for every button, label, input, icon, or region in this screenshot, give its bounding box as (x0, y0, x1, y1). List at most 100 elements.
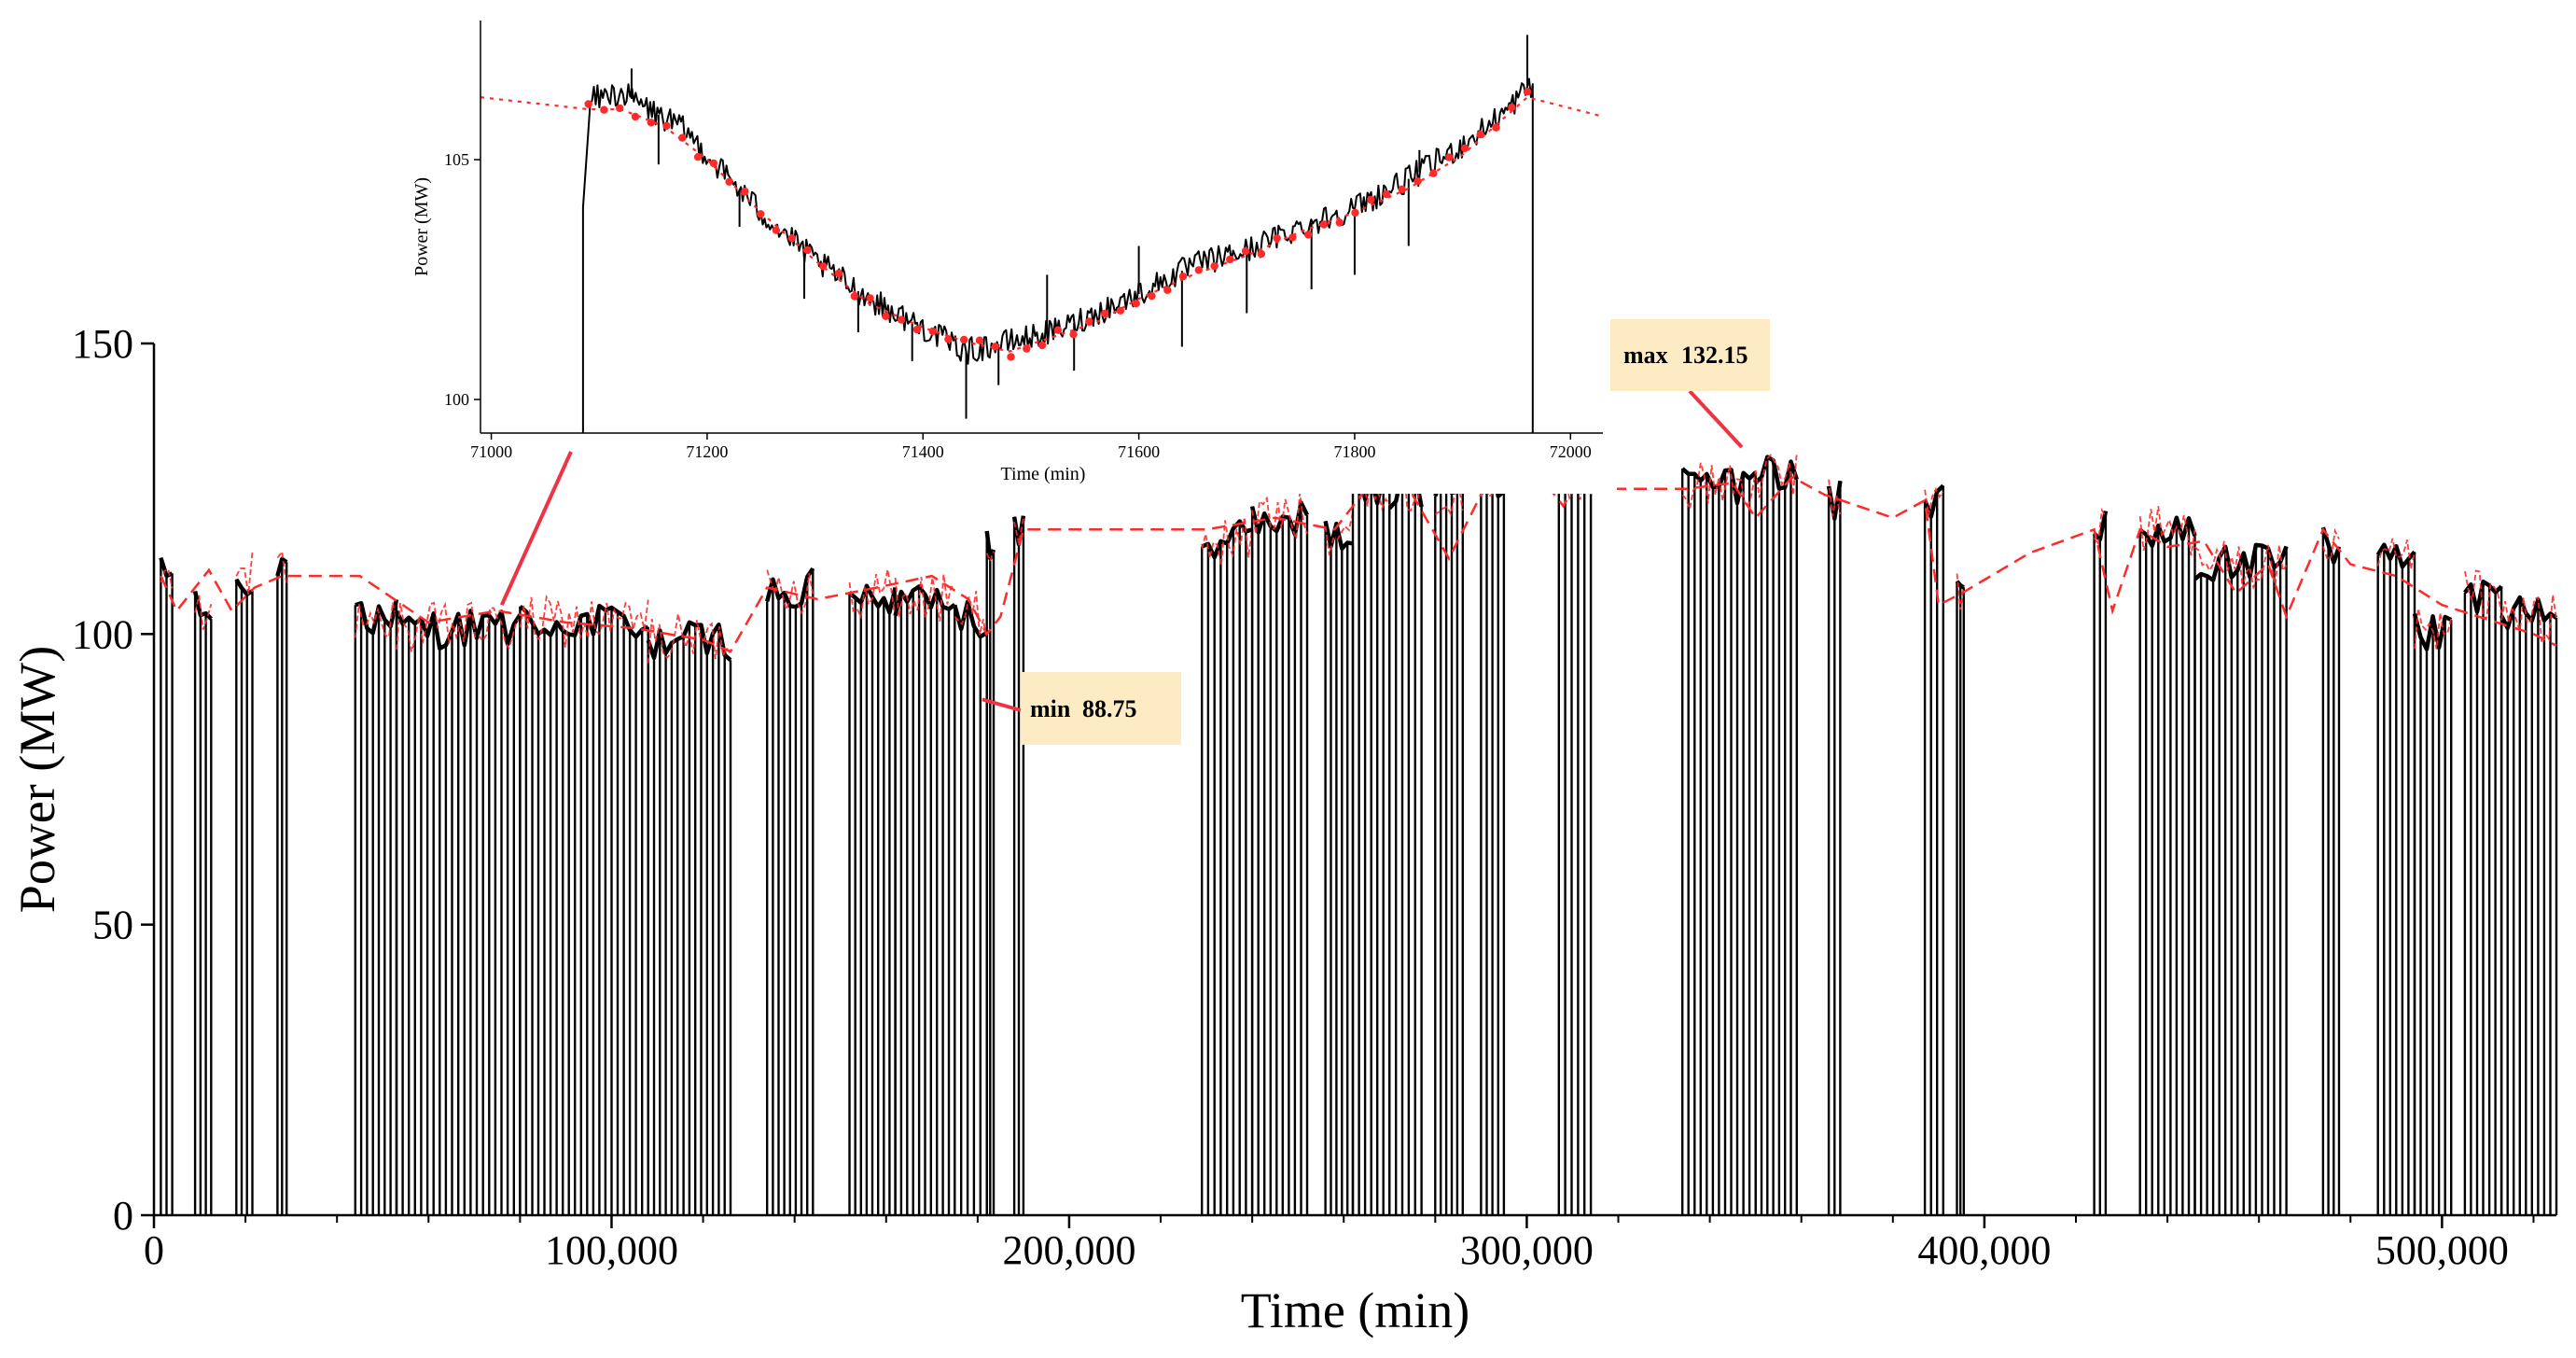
power-block-14-noise (1201, 517, 1253, 567)
power-block-0-top (159, 557, 174, 579)
inset-axes: 100 105 71000 71200 71400 71600 71800 72000 Time… (411, 21, 1603, 484)
power-block-31-top (2375, 542, 2416, 569)
inset-trend-marker (1335, 218, 1344, 227)
power-block-14-top (1201, 519, 1253, 560)
power-block-2-drops (235, 579, 254, 1215)
power-block-22-noise (1681, 462, 1757, 512)
power-block-5-noise (396, 601, 521, 652)
power-block-31-noise (2376, 538, 2416, 569)
inset-x-tick-label: 71000 (470, 442, 512, 461)
inset-trend-marker (944, 335, 953, 343)
power-block-17-drops (1351, 465, 1391, 1215)
power-block-29-drops (2193, 544, 2288, 1215)
inset-trend-marker (1351, 208, 1359, 217)
power-block-2-top (234, 578, 254, 597)
power-block-10-noise (894, 574, 955, 622)
power-block-0-drops (160, 557, 174, 1215)
inset-trend-marker (1023, 344, 1031, 353)
inset-trend-marker (1319, 220, 1329, 229)
inset-trend-marker (1413, 177, 1422, 186)
power-block-32-drops (2413, 613, 2453, 1215)
min-callout-value: 88.75 (1082, 695, 1137, 722)
inset-trend-marker (725, 177, 733, 186)
inset-x-tick-label: 72000 (1550, 442, 1592, 461)
power-block-28-noise (2138, 506, 2196, 556)
power-block-16-noise (1324, 512, 1354, 556)
inset-trend-marker (928, 327, 937, 336)
inset-x-axis-title: Time (min) (1001, 464, 1086, 484)
inset-trend-marker (741, 187, 749, 196)
inset-trend-marker (1382, 190, 1391, 199)
inset-trend-marker (584, 100, 592, 108)
inset-x-tick-label: 71400 (902, 442, 944, 461)
power-block-33-top (2463, 579, 2503, 614)
power-block-31-drops (2376, 544, 2416, 1215)
power-block-25-top (1922, 483, 1945, 519)
y-tick-label: 100 (72, 611, 133, 657)
inset-y-axis-title: Power (MW) (411, 177, 432, 276)
inset-trend-marker (1398, 185, 1407, 193)
y-axis-title: Power (MW) (9, 646, 65, 913)
power-block-23-drops (1754, 456, 1798, 1215)
power-block-1-drops (193, 591, 213, 1215)
power-block-10-top (893, 584, 956, 617)
power-block-14-drops (1201, 521, 1254, 1215)
power-block-25-drops (1923, 485, 1944, 1215)
power-block-22-top (1680, 467, 1758, 506)
inset-trend-marker (1101, 309, 1109, 318)
inset-trend-marker (912, 325, 922, 334)
inset-trend-marker (662, 121, 671, 130)
power-block-16-drops (1324, 521, 1355, 1215)
inset-trend-marker (1241, 246, 1250, 256)
power-block-27-drops (2093, 511, 2108, 1215)
inset-data-layer (480, 35, 1604, 433)
power-block-29-noise (2193, 540, 2288, 591)
inset-trend-marker (975, 336, 984, 344)
inset-trend-marker (1288, 233, 1297, 242)
power-block-32-top (2412, 613, 2453, 651)
inset-trend-marker (1367, 195, 1375, 204)
power-block-33-drops (2463, 581, 2503, 1215)
power-block-34-top (2499, 595, 2558, 631)
power-block-21-drops (1557, 459, 1593, 1215)
power-block-10-drops (894, 586, 956, 1215)
inset-x-tick-label: 71800 (1333, 442, 1375, 461)
power-block-4-drops (354, 599, 398, 1215)
power-block-20-drops (1480, 458, 1506, 1215)
inset-trend-marker (1194, 266, 1204, 274)
inset-trend-marker (1508, 103, 1516, 112)
power-block-0-noise (160, 567, 174, 589)
power-block-34-drops (2499, 597, 2558, 1215)
callout-layer: max 132.15 min 88.75 (499, 319, 1770, 745)
power-block-30-noise (2322, 527, 2340, 559)
inset-trend-marker (757, 210, 765, 218)
power-block-11-drops (954, 601, 988, 1215)
inset-trend-marker (850, 292, 858, 301)
power-block-9-noise (848, 569, 897, 620)
power-block-27-noise (2093, 508, 2107, 548)
inset-trend-marker (1069, 330, 1078, 339)
power-block-3-drops (276, 558, 288, 1215)
power-block-34-noise (2500, 595, 2557, 643)
inset-trend-marker (803, 245, 812, 255)
power-block-12-drops (985, 531, 996, 1215)
power-block-28-drops (2138, 517, 2196, 1215)
inset-trend-marker (991, 343, 1000, 351)
power-block-5-drops (395, 610, 522, 1215)
inset-trend-marker (1116, 306, 1125, 315)
power-block-3-noise (276, 549, 288, 586)
main-axes: 0 50 100 150 0 100,000 200,000 300,000 400,000 50… (9, 321, 2556, 1338)
power-block-24-noise (1828, 479, 1842, 517)
power-block-24-drops (1827, 481, 1842, 1215)
inset-trend-marker (1476, 130, 1484, 139)
power-block-7-top (646, 620, 732, 662)
inset-trend-marker (1523, 88, 1532, 96)
power-block-19-drops (1434, 481, 1464, 1215)
inset-trend-marker (1163, 286, 1172, 294)
power-block-9-top (848, 583, 898, 615)
inset-trend-marker (1148, 291, 1156, 301)
inset-x-tick-label: 71200 (686, 442, 728, 461)
inset-trend-marker (1257, 249, 1266, 259)
x-tick-label: 0 (144, 1227, 164, 1273)
